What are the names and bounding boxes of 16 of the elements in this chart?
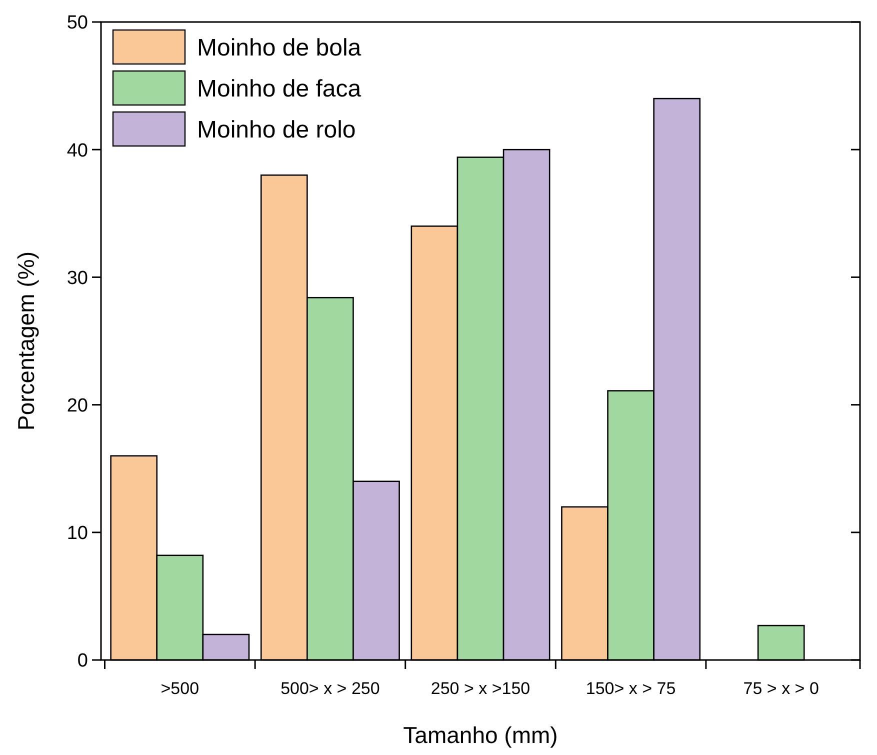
x-tick-label: >500: [160, 679, 200, 698]
legend-label: Moinho de rolo: [197, 116, 356, 144]
x-tick-label: 75 > x > 0: [743, 679, 819, 698]
legend-label: Moinho de faca: [197, 75, 362, 102]
x-tick-label: 150> x > 75: [586, 679, 676, 698]
y-tick-label: 30: [66, 268, 88, 289]
y-axis-title: Porcentagem (%): [13, 252, 39, 430]
y-tick-label: 20: [66, 395, 88, 416]
x-tick-label: 500> x > 250: [280, 679, 380, 698]
y-tick-label: 10: [66, 523, 88, 544]
y-tick-label: 50: [66, 12, 88, 34]
x-tick-label: 250 > x >150: [430, 679, 530, 698]
y-tick-label: 40: [66, 140, 88, 162]
x-axis-title: Tamanho (mm): [403, 722, 558, 748]
y-tick-label: 0: [77, 650, 88, 672]
legend-label: Moinho de bola: [197, 34, 362, 62]
